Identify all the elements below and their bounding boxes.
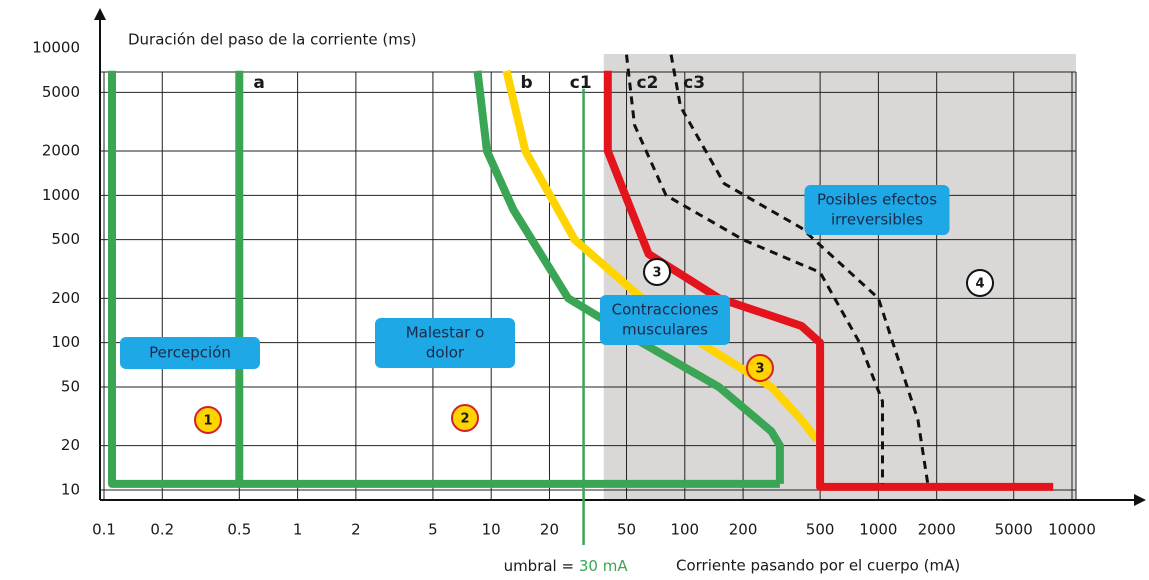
y-tick-label: 100	[51, 333, 80, 351]
curve	[603, 70, 1054, 491]
threshold-value-label: 30 mA	[579, 557, 628, 575]
region-label: Posibles efectos	[817, 191, 937, 209]
series-label: b	[521, 73, 533, 93]
y-tick-label: 5000	[42, 83, 80, 101]
x-axis-label: Corriente pasando por el cuerpo (mA)	[676, 557, 960, 575]
zone-marker	[451, 404, 479, 432]
zone-number: 3	[755, 362, 764, 377]
region-box	[804, 185, 950, 235]
region-label: irreversibles	[831, 211, 923, 229]
series-label: c3	[683, 73, 705, 93]
y-tick-label: 10000	[32, 39, 80, 57]
region-box	[375, 318, 515, 368]
x-tick-label: 0.5	[227, 521, 251, 539]
x-tick-label: 0.2	[150, 521, 174, 539]
region-box	[600, 295, 730, 345]
y-tick-label: 50	[61, 378, 80, 396]
x-tick-label: 1	[293, 521, 303, 539]
series-label: c2	[637, 73, 659, 93]
y-tick-label: 2000	[42, 141, 80, 159]
x-tick-label: 100	[670, 521, 699, 539]
threshold-text: umbral = 30 mA	[504, 557, 629, 575]
zone-marker	[746, 354, 774, 382]
x-tick-label: 200	[729, 521, 758, 539]
x-tick-label: 2000	[918, 521, 956, 539]
y-axis-arrow	[94, 8, 106, 20]
curve	[108, 70, 780, 488]
zone-number: 3	[652, 266, 661, 281]
y-tick-label: 20	[61, 436, 80, 454]
x-tick-label: 2	[351, 521, 361, 539]
x-tick-label: 10000	[1048, 521, 1096, 539]
x-tick-label: 50	[617, 521, 636, 539]
x-tick-label: 0.1	[92, 521, 116, 539]
y-tick-label: 500	[51, 230, 80, 248]
zone-marker	[966, 269, 994, 297]
x-tick-label: 500	[806, 521, 835, 539]
dashed-curve	[669, 54, 930, 485]
shaded-region	[603, 54, 1076, 500]
region-label: Contracciones	[612, 301, 719, 319]
y-tick-label: 1000	[42, 186, 80, 204]
y-tick-label: 10	[61, 481, 80, 499]
x-axis-arrow	[1134, 494, 1146, 506]
region-label: dolor	[426, 344, 465, 362]
region-label: Malestar o	[406, 324, 485, 342]
threshold-prefix: umbral =	[504, 557, 575, 575]
region-box	[120, 337, 260, 369]
x-tick-label: 10	[482, 521, 501, 539]
y-tick-label: 200	[51, 289, 80, 307]
region-label: Percepción	[149, 344, 231, 362]
x-tick-label: 1000	[859, 521, 897, 539]
region-label: musculares	[622, 321, 708, 339]
series-label: a	[253, 73, 264, 93]
x-tick-label: 5000	[995, 521, 1033, 539]
dashed-curve	[625, 54, 884, 484]
zone-number: 2	[460, 412, 469, 427]
zone-number: 1	[203, 414, 212, 429]
series-label: c1	[570, 73, 592, 93]
zone-marker	[643, 258, 671, 286]
zone-marker	[194, 406, 222, 434]
y-axis-label: Duración del paso de la corriente (ms)	[128, 31, 417, 49]
x-tick-label: 5	[428, 521, 438, 539]
zone-number: 4	[975, 277, 984, 292]
x-tick-label: 20	[540, 521, 559, 539]
